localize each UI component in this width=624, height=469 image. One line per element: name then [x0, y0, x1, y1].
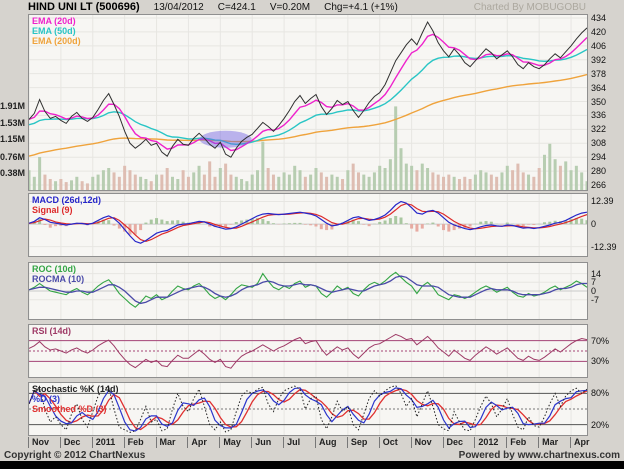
y-axis-label: 308 [591, 138, 606, 148]
x-axis-label: Dec [443, 437, 464, 448]
x-axis-label: Nov [28, 437, 49, 448]
x-axis-label: Mar [538, 437, 558, 448]
quote-date: 13/04/2012 [154, 2, 204, 13]
y-axis-label: 350 [591, 97, 606, 107]
roc-legend: ROC (10d) ROCMA (10) [32, 264, 84, 284]
y-axis-label: 434 [591, 13, 606, 23]
quote-change: Chg=+4.1 (+1%) [324, 2, 398, 13]
y-axis-label: 392 [591, 55, 606, 65]
chartnexus-window: HIND UNI LT (500696) 13/04/2012 C=424.1 … [0, 0, 624, 469]
x-axis-label: Feb [124, 437, 144, 448]
roc-panel[interactable]: ROC (10d) ROCMA (10) [28, 262, 588, 320]
y-axis-label: 336 [591, 110, 606, 120]
powered-by-link[interactable]: Powered by www.chartnexus.com [459, 450, 620, 461]
price-legend: EMA (20d) EMA (50d) EMA (200d) [32, 16, 81, 46]
y-axis-label: 0 [591, 219, 596, 229]
volume-axis-label: 1.91M [0, 101, 25, 111]
x-axis-label: Apr [570, 437, 590, 448]
legend-signal: Signal (9) [32, 205, 101, 215]
time-axis: Nov Dec 2011 Feb Mar Apr May Jun Jul Aug Sep Oct Nov… [0, 437, 624, 449]
legend-macd: MACD (26d,12d) [32, 195, 101, 205]
legend-ema200: EMA (200d) [32, 36, 81, 46]
price-chart[interactable] [29, 15, 587, 190]
volume-axis-label: 1.15M [0, 134, 25, 144]
y-axis-label: 294 [591, 152, 606, 162]
rsi-legend: RSI (14d) [32, 326, 71, 336]
rsi-panel[interactable]: RSI (14d) [28, 324, 588, 378]
x-axis-label: Feb [506, 437, 526, 448]
y-axis-label: 12.39 [591, 196, 614, 206]
y-axis-label: 322 [591, 124, 606, 134]
x-axis-label: Apr [187, 437, 207, 448]
y-axis-label: -12.39 [591, 242, 617, 252]
y-axis-label: 30% [591, 356, 609, 366]
legend-ema50: EMA (50d) [32, 26, 81, 36]
y-axis-label: 378 [591, 69, 606, 79]
charted-by-label: Charted By MOBUGOBU [474, 2, 586, 13]
legend-stoch-k: Stochastic %K (14d) [32, 384, 119, 394]
y-axis-label: 406 [591, 41, 606, 51]
stochastic-panel[interactable]: Stochastic %K (14d) %D (3) Smoothed %D (… [28, 382, 588, 436]
macd-chart[interactable] [29, 194, 587, 256]
x-axis-label: 2011 [92, 437, 116, 448]
x-axis-label: Oct [379, 437, 398, 448]
x-axis-label: Mar [156, 437, 176, 448]
volume-axis-label: 0.76M [0, 152, 25, 162]
symbol-title: HIND UNI LT (500696) [28, 1, 140, 13]
x-axis-label: May [219, 437, 241, 448]
macd-legend: MACD (26d,12d) Signal (9) [32, 195, 101, 215]
legend-rsi: RSI (14d) [32, 326, 71, 336]
x-axis-label: Nov [411, 437, 432, 448]
y-axis-label: 364 [591, 83, 606, 93]
y-axis-label: -7 [591, 295, 599, 305]
macd-panel[interactable]: MACD (26d,12d) Signal (9) [28, 193, 588, 257]
x-axis-label: Aug [315, 437, 337, 448]
x-axis-label: Sep [347, 437, 368, 448]
legend-roc: ROC (10d) [32, 264, 84, 274]
price-panel[interactable]: EMA (20d) EMA (50d) EMA (200d) [28, 14, 588, 191]
x-axis-label: Jun [251, 437, 271, 448]
x-axis-label: Dec [60, 437, 81, 448]
rsi-chart[interactable] [29, 325, 587, 377]
y-axis-label: 20% [591, 420, 609, 430]
y-axis-label: 70% [591, 336, 609, 346]
volume-axis-label: 1.53M [0, 118, 25, 128]
volume-axis-label: 0.38M [0, 168, 25, 178]
legend-stoch-sd: Smoothed %D (3) [32, 404, 119, 414]
quote-volume: V=0.20M [270, 2, 310, 13]
quote-close: C=424.1 [218, 2, 256, 13]
chart-header: HIND UNI LT (500696) 13/04/2012 C=424.1 … [0, 0, 624, 14]
roc-chart[interactable] [29, 263, 587, 319]
x-axis-label: Jul [283, 437, 300, 448]
x-axis-label: 2012 [474, 437, 498, 448]
y-axis-label: 266 [591, 180, 606, 190]
legend-ema20: EMA (20d) [32, 16, 81, 26]
y-axis-label: 420 [591, 27, 606, 37]
bottom-black-bar [0, 461, 624, 469]
legend-rocma: ROCMA (10) [32, 274, 84, 284]
stochastic-legend: Stochastic %K (14d) %D (3) Smoothed %D (… [32, 384, 119, 414]
y-axis-label: 80% [591, 388, 609, 398]
y-axis-label: 280 [591, 166, 606, 176]
copyright-label: Copyright © 2012 ChartNexus [4, 450, 145, 461]
legend-stoch-d: %D (3) [32, 394, 119, 404]
